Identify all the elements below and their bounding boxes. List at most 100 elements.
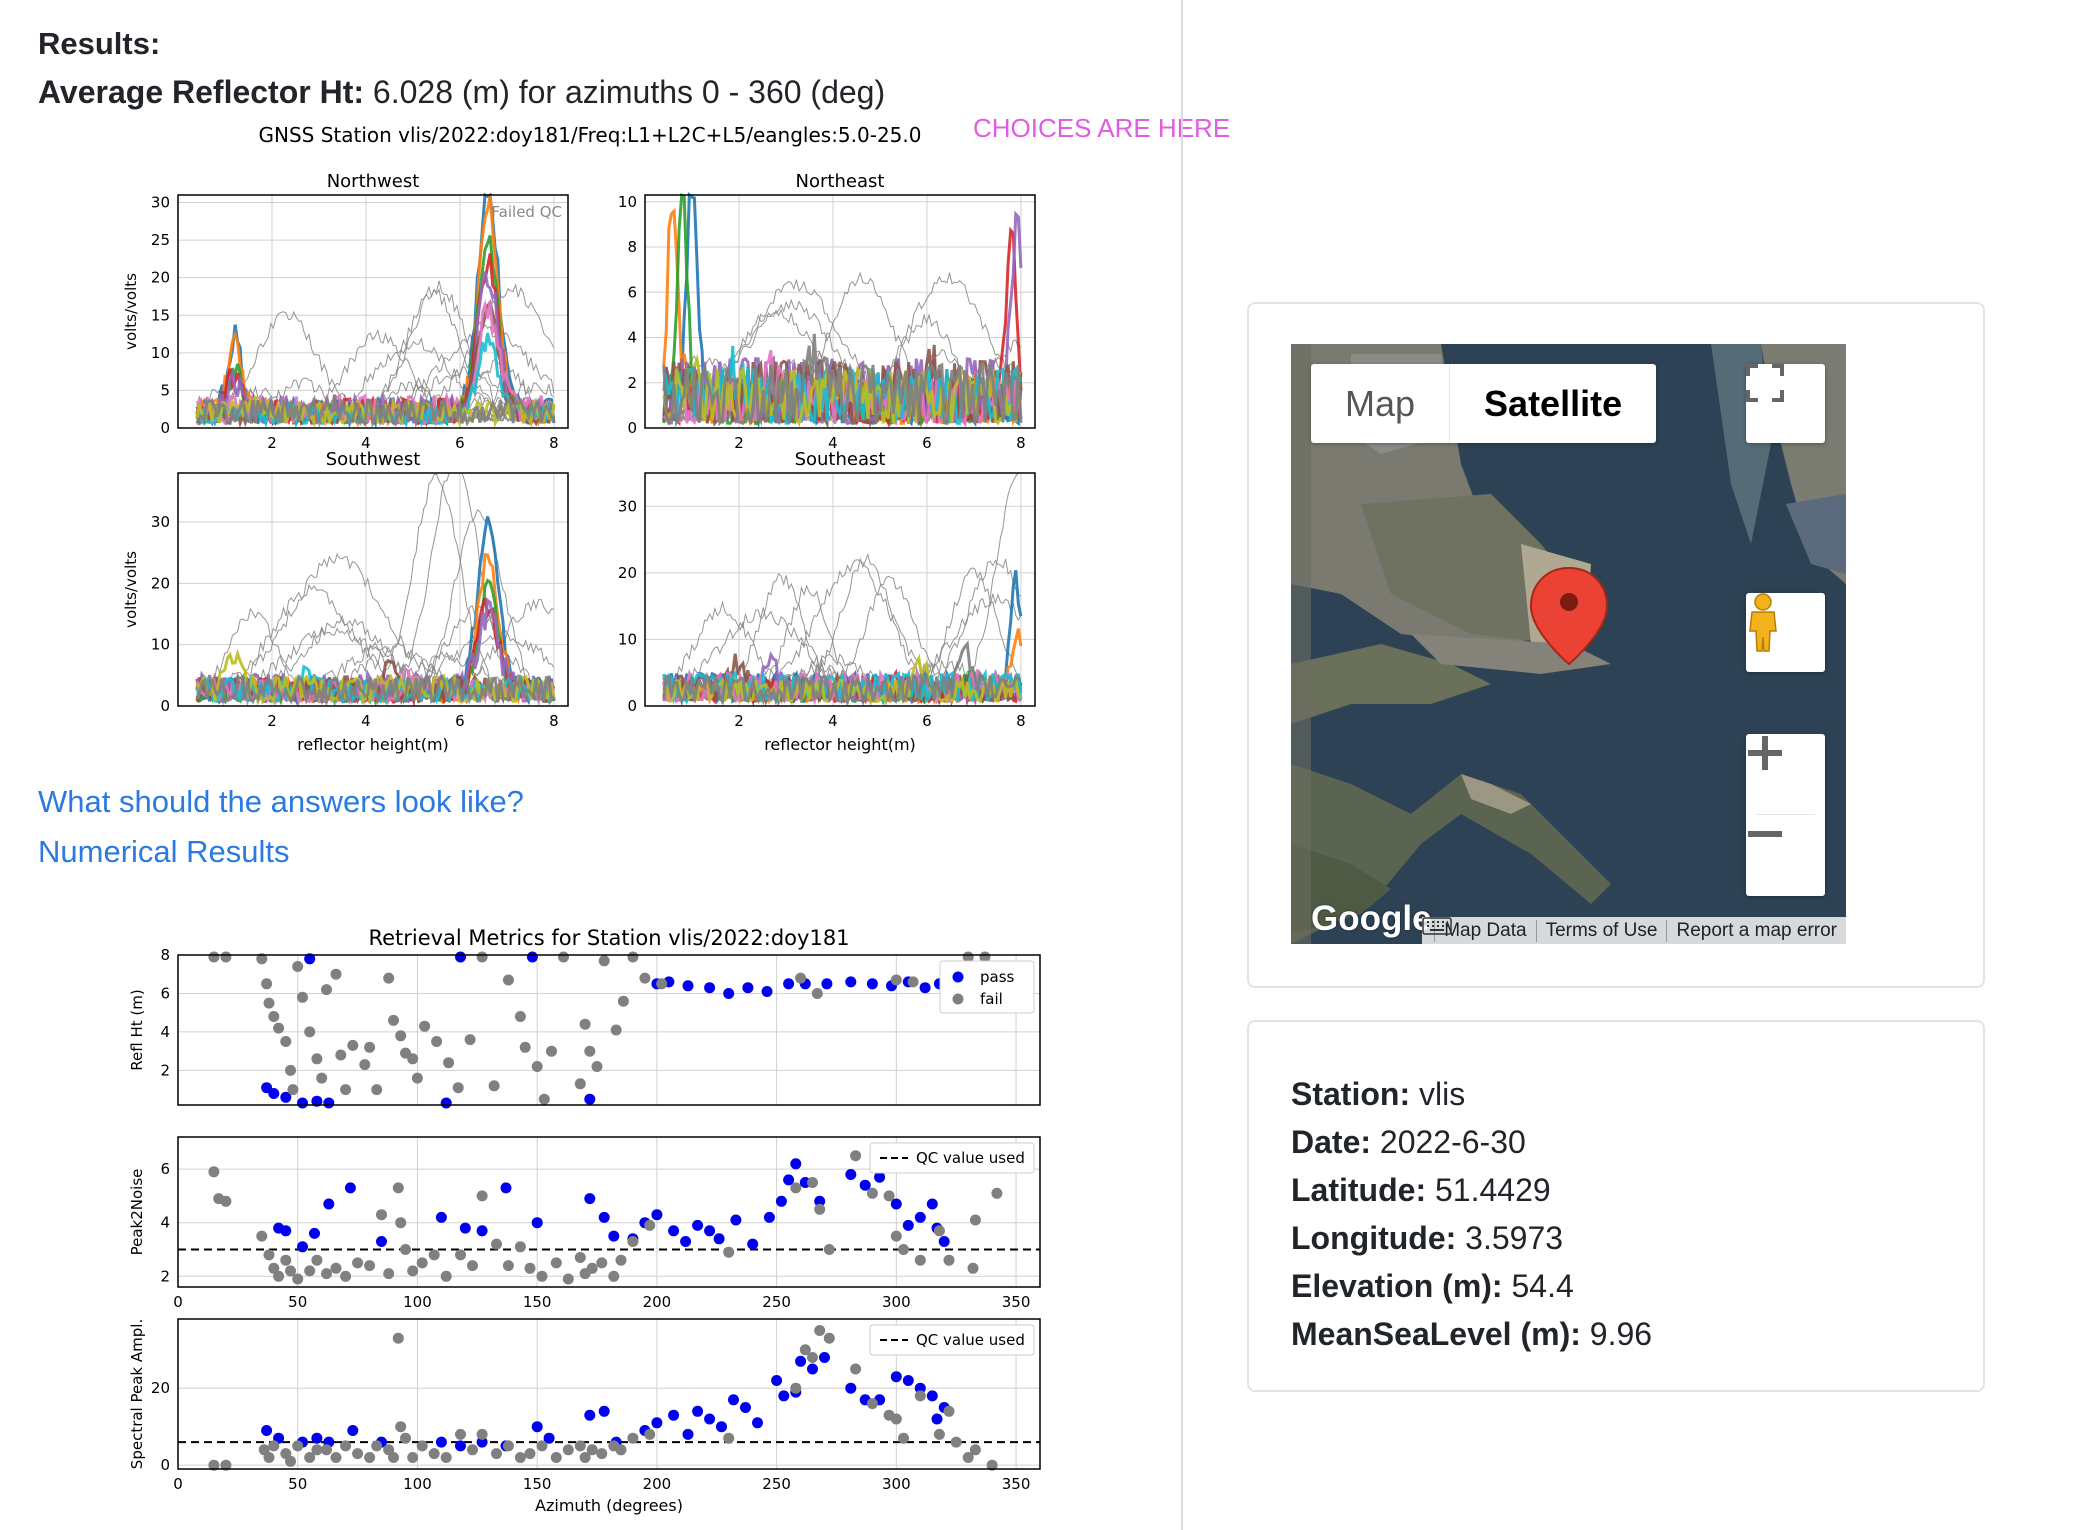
- fail-point: [330, 1262, 342, 1274]
- fail-point: [455, 1428, 466, 1440]
- pass-point: [819, 1352, 830, 1363]
- x-tick-label: 4: [828, 712, 838, 730]
- fail-point: [292, 1440, 304, 1452]
- fail-point: [335, 1049, 347, 1061]
- fail-point: [340, 1440, 352, 1452]
- pass-point: [807, 1363, 818, 1375]
- pass-point: [455, 951, 466, 963]
- fail-point: [866, 1187, 878, 1199]
- fail-point: [586, 1444, 598, 1456]
- fail-point: [411, 1072, 423, 1084]
- legend-pass-label: pass: [980, 968, 1015, 986]
- fail-point: [898, 1244, 909, 1255]
- fail-point: [991, 1187, 1003, 1199]
- y-tick-label: 30: [151, 194, 170, 212]
- fail-point: [644, 1428, 656, 1440]
- fail-point: [538, 1093, 550, 1105]
- average-reflector-height: Average Reflector Ht: 6.028 (m) for azim…: [38, 74, 885, 111]
- fullscreen-button[interactable]: [1746, 364, 1825, 443]
- longitude-label: Longitude:: [1291, 1220, 1457, 1256]
- numerical-results-link[interactable]: Numerical Results: [38, 834, 290, 869]
- terms-of-use-link[interactable]: Terms of Use: [1535, 919, 1667, 942]
- legend-box: [939, 960, 1035, 1014]
- pass-point: [771, 1375, 783, 1386]
- fail-point: [359, 1059, 371, 1071]
- satellite-view-button[interactable]: Satellite: [1484, 382, 1623, 424]
- elevation-label: Elevation (m):: [1291, 1268, 1503, 1304]
- fail-point: [598, 955, 610, 967]
- fail-point: [311, 1254, 323, 1266]
- pass-point: [845, 1382, 857, 1394]
- fail-point: [795, 972, 807, 984]
- pass-point: [761, 986, 773, 997]
- fail-point: [596, 1257, 608, 1269]
- y-tick-label: 0: [160, 697, 170, 715]
- fail-point: [364, 1452, 376, 1463]
- elevation-value: 54.4: [1511, 1268, 1574, 1304]
- fail-point: [407, 1053, 419, 1065]
- pass-point: [919, 982, 931, 994]
- pass-point: [890, 1371, 902, 1383]
- map-view-button[interactable]: Map: [1311, 364, 1451, 443]
- retrieval-metrics-svg: Retrieval Metrics for Station vlis/2022:…: [128, 926, 1041, 1515]
- fail-point: [280, 1036, 292, 1047]
- periodogram-svg: GNSS Station vlis/2022:doy181/Freq:L1+L2…: [122, 123, 1036, 754]
- pass-point: [526, 951, 538, 963]
- fail-point: [811, 988, 823, 999]
- pass-point: [931, 1413, 943, 1425]
- report-map-error-link[interactable]: Report a map error: [1666, 919, 1846, 942]
- y-axis-label: Spectral Peak Ampl.: [128, 1319, 146, 1469]
- fail-point: [220, 951, 232, 963]
- y-tick-label: 2: [160, 1061, 170, 1079]
- y-tick-label: 4: [627, 329, 637, 347]
- pass-point: [311, 1432, 323, 1444]
- y-tick-label: 2: [160, 1267, 170, 1285]
- fail-point: [814, 1325, 826, 1336]
- y-tick-label: 4: [160, 1023, 170, 1041]
- station-map[interactable]: Map Satellite: [1291, 344, 1846, 944]
- pass-point: [459, 1222, 471, 1234]
- y-axis-label: Peak2Noise: [128, 1169, 146, 1256]
- y-tick-label: 10: [151, 636, 170, 654]
- fail-point: [440, 1452, 452, 1463]
- pass-point: [680, 1236, 692, 1247]
- y-tick-label: 0: [627, 419, 637, 437]
- fail-point: [392, 1332, 404, 1344]
- answers-help-link[interactable]: What should the answers look like?: [38, 784, 524, 819]
- pass-point: [778, 1390, 790, 1402]
- keyboard-icon: [1422, 917, 1452, 935]
- pass-point: [682, 980, 694, 992]
- latitude-row: Latitude: 51.4429: [1291, 1166, 1652, 1214]
- x-tick-label: 250: [762, 1293, 791, 1311]
- pass-point: [297, 1241, 308, 1253]
- fail-point: [297, 991, 308, 1003]
- fail-point: [330, 1452, 342, 1463]
- fail-point: [395, 1030, 407, 1042]
- fail-point: [304, 1265, 316, 1277]
- fail-point: [428, 1448, 440, 1460]
- fail-point: [364, 1260, 376, 1272]
- legend-qc-label: QC value used: [916, 1149, 1025, 1167]
- pass-point: [890, 1198, 902, 1210]
- zoom-out-button[interactable]: [1746, 815, 1825, 895]
- pass-point: [435, 1436, 447, 1448]
- fail-curve: [196, 472, 555, 701]
- pass-point: [668, 1225, 680, 1237]
- pass-point: [704, 1225, 716, 1237]
- zoom-control: [1746, 734, 1825, 896]
- fail-point: [524, 1448, 536, 1460]
- pass-point: [716, 1421, 727, 1433]
- pass-point: [598, 1211, 610, 1223]
- x-tick-label: 8: [549, 434, 559, 452]
- fail-point: [514, 1452, 526, 1463]
- fail-point: [285, 1064, 296, 1076]
- y-axis-label: Refl Ht (m): [128, 989, 146, 1070]
- panel-frame: [644, 194, 1036, 429]
- panel-frame: [177, 1318, 1041, 1470]
- street-view-button[interactable]: [1746, 593, 1825, 672]
- zoom-in-button[interactable]: [1746, 734, 1825, 814]
- fail-point: [321, 1268, 332, 1280]
- pass-point: [902, 1375, 914, 1386]
- fail-point: [388, 1452, 399, 1463]
- fail-point: [890, 1230, 902, 1242]
